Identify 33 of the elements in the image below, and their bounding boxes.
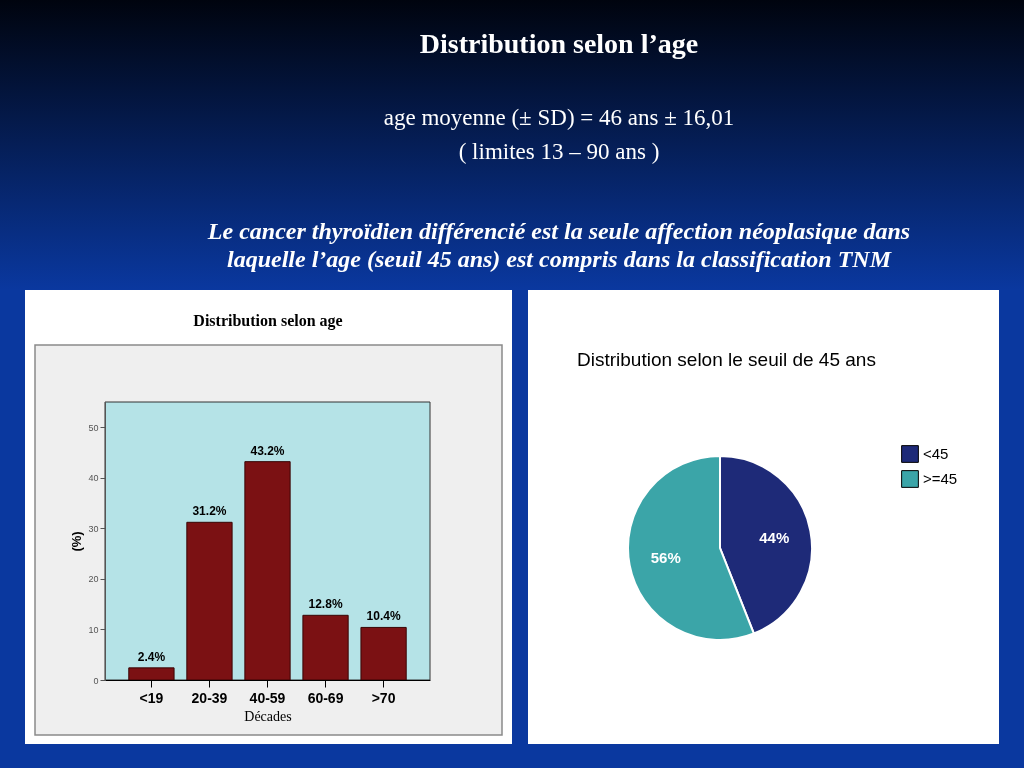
data-label: 10.4% [366,609,401,624]
data-label: 31.2% [192,504,227,519]
text: Distribution selon l’age [419,28,699,59]
bar [302,614,349,681]
legend-label: >=45 [923,470,958,487]
y-tick-label: 50 [88,422,99,433]
text: age moyenne (± SD) = 46 ans ± 16,01 [383,105,735,130]
y-tick-label: 30 [88,523,99,534]
data-label: 2.4% [137,649,166,664]
chart-title: Distribution selon le seuil de 45 ans [577,349,876,370]
data-label: 44% [759,528,790,546]
x-tick-label: 20-39 [191,689,228,706]
text: ( limites 13 – 90 ans ) [458,139,660,164]
y-tick-label: 20 [88,574,99,585]
x-tick-label: 60-69 [307,689,344,706]
x-tick-label: >70 [371,689,396,706]
data-label: 43.2% [250,443,285,458]
bar [186,521,233,681]
y-tick-label: 10 [88,624,99,635]
bar [244,461,291,681]
x-tick-label: <19 [139,689,164,706]
legend-label: <45 [923,445,949,462]
y-tick-label: 40 [88,473,99,484]
bar [128,667,175,681]
x-tick-label: 40-59 [249,689,286,706]
text: Le cancer thyroïdien différencié est la seule affection néoplasique dans laquelle l’age (seuil 45 ans) est compris dans la classification TNM [206,218,911,273]
data-label: 12.8% [308,597,343,612]
chart-title: Distribution selon age [193,312,343,330]
data-label: 56% [650,549,681,567]
y-axis-title: (%) [69,531,85,552]
y-tick-label: 0 [93,675,99,686]
x-axis-title: Décades [244,708,292,724]
bar [360,626,407,681]
